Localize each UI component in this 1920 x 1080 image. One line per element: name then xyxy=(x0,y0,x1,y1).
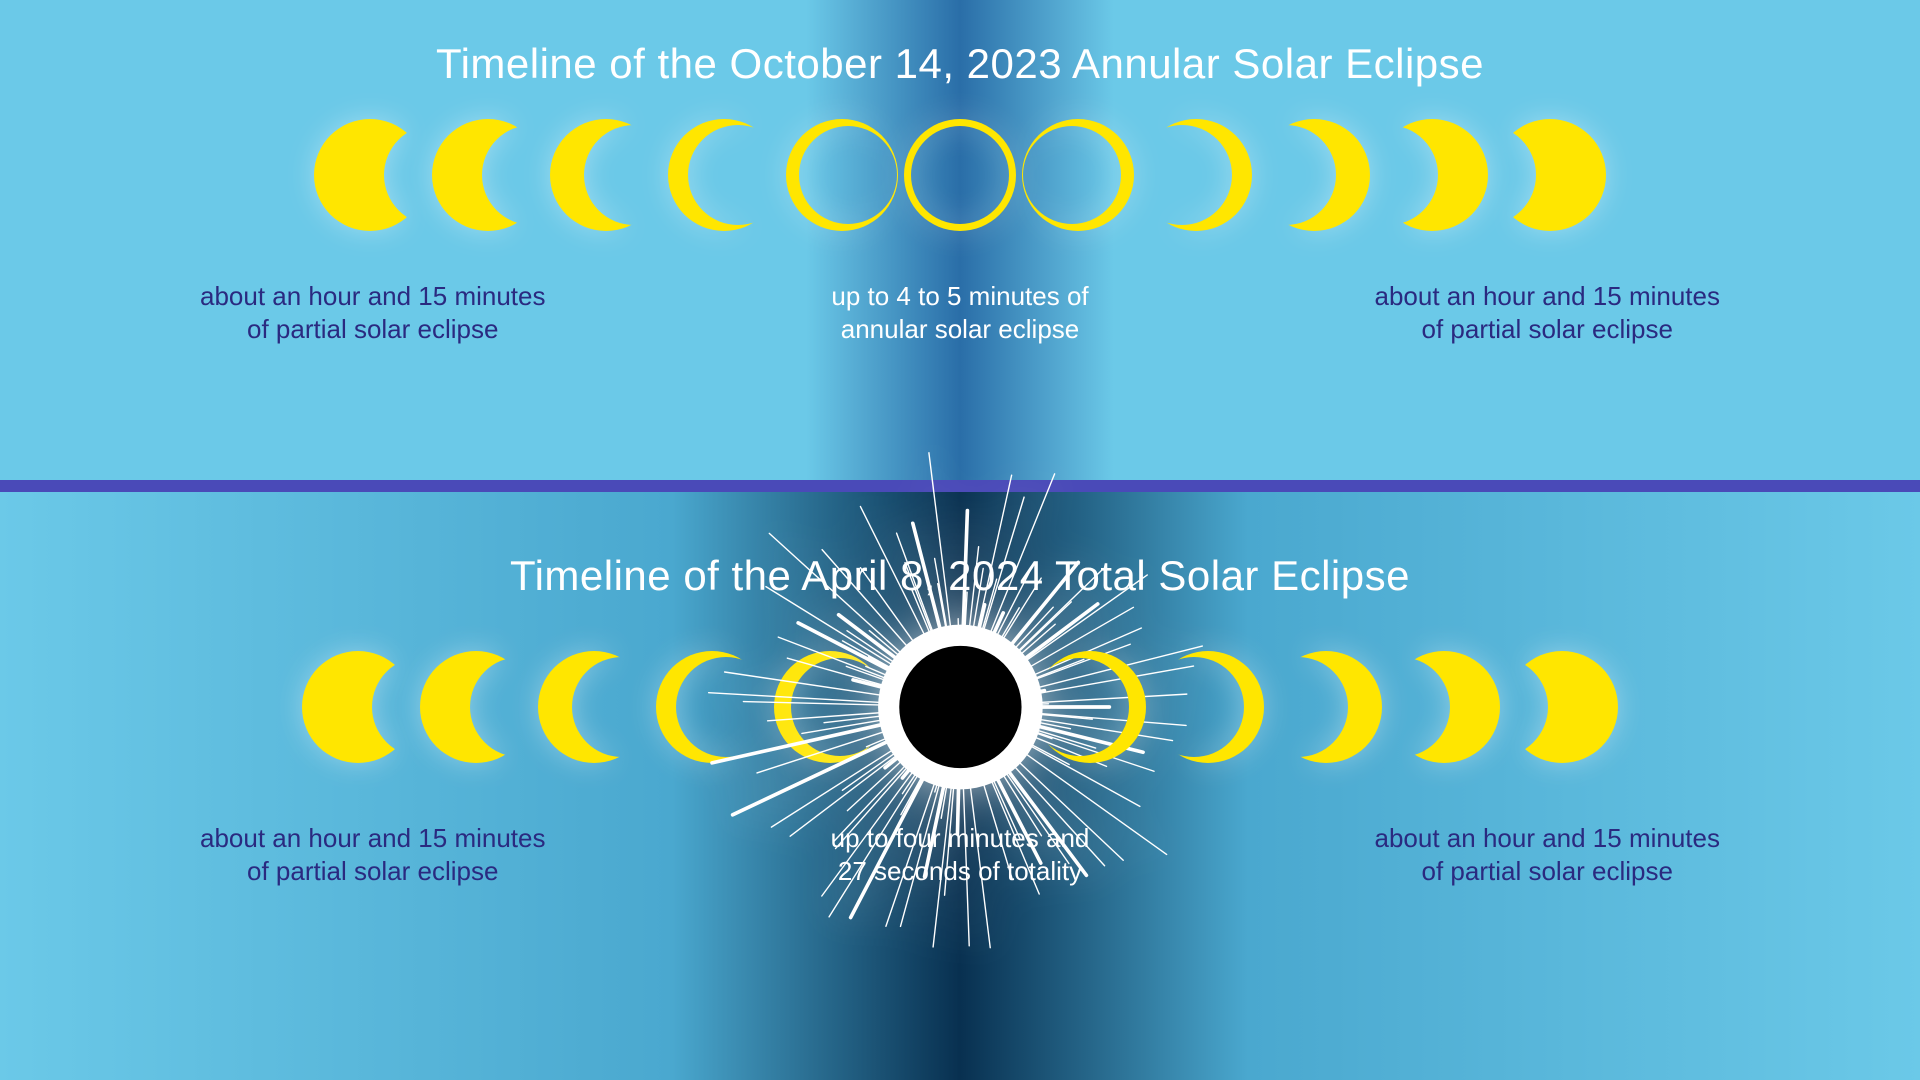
eclipse-phase xyxy=(665,100,783,250)
phase-icon xyxy=(1019,100,1137,250)
annular-title: Timeline of the October 14, 2023 Annular… xyxy=(0,40,1920,88)
eclipse-phase xyxy=(429,100,547,250)
eclipse-infographic: Timeline of the October 14, 2023 Annular… xyxy=(0,0,1920,1080)
total-phase-row xyxy=(0,632,1920,782)
eclipse-phase xyxy=(889,632,1031,782)
caption-line: annular solar eclipse xyxy=(841,314,1079,344)
eclipse-phase xyxy=(1491,100,1609,250)
phase-icon xyxy=(547,100,665,250)
eclipse-phase xyxy=(901,100,1019,250)
phase-icon xyxy=(1385,632,1503,782)
phase-icon xyxy=(1031,632,1149,782)
caption-line: about an hour and 15 minutes xyxy=(200,281,545,311)
panel-divider xyxy=(0,480,1920,492)
phase-icon xyxy=(417,632,535,782)
phase-icon xyxy=(783,100,901,250)
annular-phase-row xyxy=(0,100,1920,250)
eclipse-phase xyxy=(299,632,417,782)
phase-icon xyxy=(429,100,547,250)
eclipse-phase xyxy=(1267,632,1385,782)
eclipse-phase xyxy=(535,632,653,782)
caption-line: about an hour and 15 minutes xyxy=(1375,823,1720,853)
phase-icon xyxy=(653,632,771,782)
eclipse-phase xyxy=(311,100,429,250)
total-eclipse-panel: Timeline of the April 8, 2024 Total Sola… xyxy=(0,492,1920,1080)
eclipse-phase xyxy=(1137,100,1255,250)
phase-icon xyxy=(1255,100,1373,250)
caption-line: of partial solar eclipse xyxy=(247,314,498,344)
phase-icon xyxy=(665,100,783,250)
phase-icon xyxy=(1267,632,1385,782)
phase-icon xyxy=(535,632,653,782)
eclipse-phase xyxy=(653,632,771,782)
eclipse-phase xyxy=(783,100,901,250)
total-caption-left: about an hour and 15 minutes of partial … xyxy=(200,822,545,887)
eclipse-phase xyxy=(417,632,535,782)
phase-icon xyxy=(1503,632,1621,782)
caption-line: of partial solar eclipse xyxy=(247,856,498,886)
phase-icon xyxy=(299,632,417,782)
caption-line: up to 4 to 5 minutes of xyxy=(831,281,1088,311)
total-caption-mid: up to four minutes and 27 seconds of tot… xyxy=(831,822,1090,887)
eclipse-phase xyxy=(1373,100,1491,250)
totality-icon xyxy=(866,602,1055,812)
eclipse-phase xyxy=(1385,632,1503,782)
caption-line: up to four minutes and xyxy=(831,823,1090,853)
annular-caption-right: about an hour and 15 minutes of partial … xyxy=(1375,280,1720,345)
phase-icon xyxy=(1373,100,1491,250)
annular-eclipse-panel: Timeline of the October 14, 2023 Annular… xyxy=(0,0,1920,480)
caption-line: about an hour and 15 minutes xyxy=(1375,281,1720,311)
eclipse-phase xyxy=(1149,632,1267,782)
total-title: Timeline of the April 8, 2024 Total Sola… xyxy=(0,552,1920,600)
eclipse-phase xyxy=(1255,100,1373,250)
phase-icon xyxy=(1137,100,1255,250)
caption-line: about an hour and 15 minutes xyxy=(200,823,545,853)
annular-captions: about an hour and 15 minutes of partial … xyxy=(0,280,1920,345)
caption-line: of partial solar eclipse xyxy=(1422,314,1673,344)
annular-caption-mid: up to 4 to 5 minutes of annular solar ec… xyxy=(831,280,1088,345)
phase-icon xyxy=(311,100,429,250)
annular-caption-left: about an hour and 15 minutes of partial … xyxy=(200,280,545,345)
phase-icon xyxy=(1149,632,1267,782)
phase-icon xyxy=(1491,100,1609,250)
eclipse-phase xyxy=(547,100,665,250)
phase-icon xyxy=(901,100,1019,250)
caption-line: 27 seconds of totality xyxy=(838,856,1082,886)
total-captions: about an hour and 15 minutes of partial … xyxy=(0,822,1920,887)
total-caption-right: about an hour and 15 minutes of partial … xyxy=(1375,822,1720,887)
eclipse-phase xyxy=(1019,100,1137,250)
eclipse-phase xyxy=(1503,632,1621,782)
eclipse-phase xyxy=(1031,632,1149,782)
caption-line: of partial solar eclipse xyxy=(1422,856,1673,886)
